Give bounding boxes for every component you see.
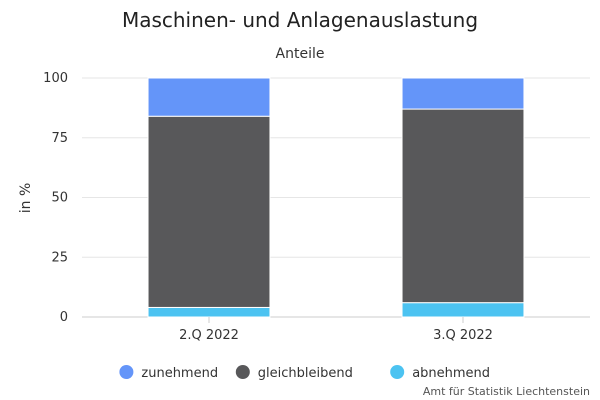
bar-abnehmend-1[interactable]	[401, 302, 525, 318]
bars	[147, 77, 525, 318]
legend-marker-zunehmend[interactable]	[119, 365, 134, 379]
x-tick-label: 3.Q 2022	[433, 328, 493, 343]
legend: zunehmend gleichbleibend abnehmend	[119, 365, 490, 381]
y-tick-label: 100	[43, 71, 68, 86]
legend-marker-gleichbleibend[interactable]	[235, 365, 250, 379]
y-axis-label: in %	[18, 183, 34, 214]
y-axis-ticks: 0 25 50 75 100	[43, 71, 68, 325]
credit-text: Amt für Statistik Liechtenstein	[423, 385, 590, 398]
bar-abnehmend-0[interactable]	[147, 306, 271, 318]
legend-marker-abnehmend[interactable]	[390, 365, 405, 379]
legend-label-gleichbleibend[interactable]: gleichbleibend	[258, 366, 353, 381]
x-tick-label: 2.Q 2022	[179, 328, 239, 343]
y-tick-label: 75	[51, 131, 68, 146]
chart-title: Maschinen- und Anlagenauslastung	[122, 8, 478, 32]
x-axis-ticks: 2.Q 2022 3.Q 2022	[179, 317, 493, 343]
bar-gleichbleibend-0[interactable]	[147, 115, 271, 308]
chart-subtitle: Anteile	[276, 46, 325, 62]
legend-label-zunehmend[interactable]: zunehmend	[141, 366, 218, 381]
bar-zunehmend-1[interactable]	[401, 77, 525, 110]
y-tick-label: 50	[51, 191, 68, 206]
bar-gleichbleibend-1[interactable]	[401, 108, 525, 304]
legend-label-abnehmend[interactable]: abnehmend	[412, 366, 490, 381]
y-tick-label: 0	[60, 310, 68, 325]
y-tick-label: 25	[51, 250, 68, 265]
bar-zunehmend-0[interactable]	[147, 77, 271, 117]
